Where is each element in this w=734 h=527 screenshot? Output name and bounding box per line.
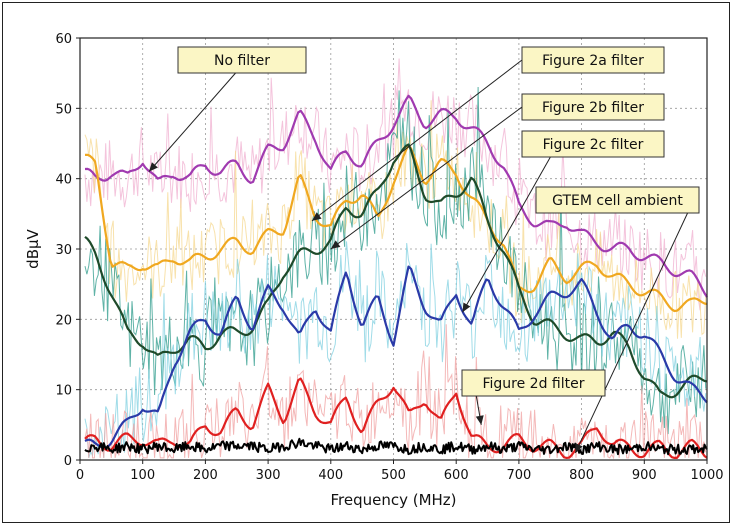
callout-label-figure-2d-filter: Figure 2d filter (482, 376, 584, 392)
series-line-figure-2c-filter (84, 265, 708, 449)
y-tick-label: 50 (55, 102, 72, 117)
x-tick-label: 300 (256, 468, 281, 483)
callout-leader-figure-2a-filter (311, 59, 523, 222)
callout-box-no-filter (177, 46, 307, 74)
series-lines (84, 94, 708, 459)
x-tick-label: 0 (76, 468, 84, 483)
annotation-callouts: No filter Figure 2a filter Figure 2b filte… (148, 46, 700, 454)
callout-label-gtem-cell-ambient: GTEM cell ambient (552, 193, 683, 209)
tick-labels: 0 100 200 300 400 500 600 700 800 900 1000 0 10 20 30 4… (55, 32, 723, 483)
series-line-figure-2a-filter (84, 144, 708, 313)
x-tick-label: 500 (381, 468, 406, 483)
callout-arrowhead (462, 302, 471, 313)
x-axis-label: Frequency (MHz) (330, 491, 456, 509)
callout-box-gtem-cell-ambient (535, 186, 700, 214)
x-tick-label: 900 (632, 468, 657, 483)
callout-label-figure-2b-filter: Figure 2b filter (542, 100, 644, 116)
x-tick-label: 200 (193, 468, 218, 483)
y-tick-label: 60 (55, 32, 72, 47)
callout-arrowhead (311, 212, 322, 221)
y-tick-label: 40 (55, 173, 72, 188)
series-line-gtem-cell-ambient (84, 437, 708, 456)
callout-leader-no-filter (148, 72, 236, 172)
series-line-figure-2d-filter (84, 377, 708, 459)
y-tick-label: 0 (64, 454, 72, 469)
raw-trace-figure-2a-filter (84, 100, 707, 339)
callout-arrowhead (330, 240, 341, 249)
y-tick-label: 10 (55, 384, 72, 399)
callout-leader-figure-2b-filter (330, 106, 523, 250)
callout-arrowhead (475, 415, 484, 425)
callout-label-no-filter: No filter (214, 53, 270, 69)
series-line-figure-2b-filter (84, 143, 708, 399)
y-axis-label: dBμV (24, 228, 42, 268)
x-tick-label: 400 (318, 468, 343, 483)
x-tick-label: 1000 (690, 468, 723, 483)
callout-box-figure-2b-filter (521, 93, 665, 121)
callout-leader-figure-2c-filter (462, 156, 551, 313)
raw-trace-figure-2c-filter (84, 241, 707, 459)
callout-arrowhead (575, 443, 583, 453)
callout-box-figure-2a-filter (521, 46, 665, 74)
x-tick-label: 700 (506, 468, 531, 483)
callout-label-figure-2a-filter: Figure 2a filter (542, 53, 644, 69)
x-tick-label: 800 (569, 468, 594, 483)
series-line-no-filter (84, 94, 708, 298)
y-tick-label: 30 (55, 243, 72, 258)
y-tick-label: 20 (55, 313, 72, 328)
callout-arrowhead (148, 162, 158, 172)
x-tick-label: 100 (130, 468, 155, 483)
callout-label-figure-2c-filter: Figure 2c filter (543, 137, 644, 153)
callout-box-figure-2c-filter (521, 130, 665, 158)
x-tick-label: 600 (444, 468, 469, 483)
callout-leader-gtem-cell-ambient (574, 212, 689, 454)
callout-box-figure-2d-filter (461, 369, 606, 397)
